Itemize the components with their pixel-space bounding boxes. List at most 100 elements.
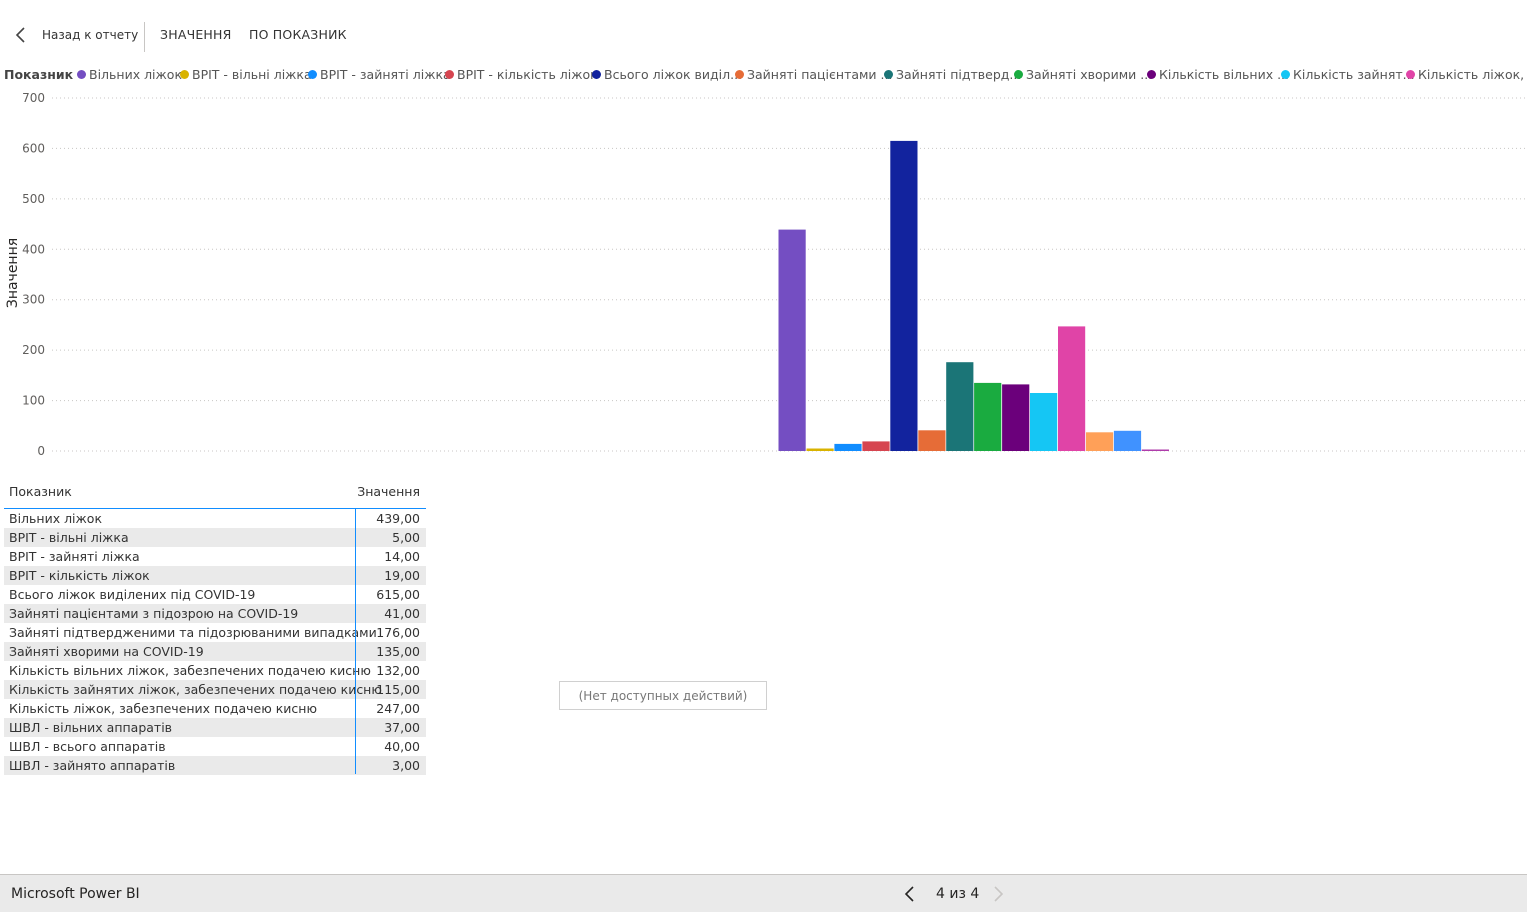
y-tick-label: 100: [22, 394, 45, 408]
back-to-report-label: Назад к отчету: [42, 28, 139, 42]
y-tick-label: 600: [22, 141, 45, 155]
column-separator: [355, 508, 356, 774]
chart-bar[interactable]: [862, 441, 890, 451]
y-tick-label: 300: [22, 293, 45, 307]
chart-bar[interactable]: [1058, 326, 1086, 451]
legend-label: ВРІТ - зайняті ліжка: [320, 67, 451, 82]
legend-dot: [180, 70, 189, 79]
table-row: ВРІТ - кількість ліжок 19,00: [4, 566, 426, 585]
chart-bar[interactable]: [806, 448, 834, 452]
chart-bar[interactable]: [946, 362, 974, 451]
cell-value: 14,00: [384, 549, 420, 564]
cell-value: 439,00: [376, 511, 420, 526]
cell-indicator: ШВЛ - вільних аппаратів: [9, 720, 173, 735]
chart-legend: Показник Вільних ліжок ВРІТ - вільні ліж…: [4, 67, 1527, 83]
cell-indicator: Всього ліжок виділених під COVID-19: [9, 587, 256, 602]
legend-label: ВРІТ - кількість ліжок: [457, 67, 598, 82]
cell-value: 115,00: [376, 682, 420, 697]
cell-indicator: Зайняті хворими на COVID-19: [9, 644, 204, 659]
legend-dot: [735, 70, 744, 79]
legend-dot: [1147, 70, 1156, 79]
no-actions-tooltip: (Нет доступных действий): [559, 681, 767, 710]
cell-value: 135,00: [376, 644, 420, 659]
chart-bars: [778, 140, 1169, 452]
brand-label: Microsoft Power BI: [11, 886, 140, 902]
legend-item[interactable]: ВРІТ - кількість ліжок: [445, 67, 598, 82]
chart-bar[interactable]: [890, 140, 918, 451]
chart-bar[interactable]: [1002, 384, 1030, 451]
y-tick-label: 200: [22, 343, 45, 357]
legend-label: Зайняті підтверд...: [896, 67, 1022, 82]
legend-item[interactable]: Кількість зайнят...: [1281, 67, 1415, 82]
chart-bar[interactable]: [1030, 393, 1058, 451]
cell-value: 19,00: [384, 568, 420, 583]
chart-bar[interactable]: [918, 430, 946, 451]
legend-label: Всього ліжок виділ...: [604, 67, 743, 82]
chart-bar[interactable]: [1141, 449, 1169, 452]
cell-value: 176,00: [376, 625, 420, 640]
legend-item[interactable]: ВРІТ - вільні ліжка: [180, 67, 312, 82]
legend-label: Вільних ліжок: [89, 67, 182, 82]
legend-item[interactable]: Вільних ліжок: [77, 67, 182, 82]
legend-item[interactable]: Кількість ліжок, ...: [1406, 67, 1527, 82]
table-row: ШВЛ - зайнято аппаратів 3,00: [4, 756, 426, 775]
cell-value: 132,00: [376, 663, 420, 678]
table-row: Всього ліжок виділених під COVID-19 615,0…: [4, 585, 426, 604]
chart-bar[interactable]: [1086, 432, 1114, 451]
legend-label: Зайняті пацієнтами ...: [747, 67, 893, 82]
legend-label: Кількість вільних ...: [1159, 67, 1290, 82]
table-header: Показник Значення: [4, 481, 426, 509]
cell-indicator: ВРІТ - вільні ліжка: [9, 530, 129, 545]
legend-item[interactable]: Зайняті пацієнтами ...: [735, 67, 892, 82]
table-row: Зайняті пацієнтами з підозрою на COVID-1…: [4, 604, 426, 623]
legend-item[interactable]: Зайняті підтверд...: [884, 67, 1021, 82]
legend-label: Кількість зайнят...: [1293, 67, 1415, 82]
y-tick-label: 400: [22, 242, 45, 256]
legend-item[interactable]: ВРІТ - зайняті ліжка: [308, 67, 451, 82]
legend-dot: [884, 70, 893, 79]
legend-label: ВРІТ - вільні ліжка: [192, 67, 312, 82]
legend-item[interactable]: Зайняті хворими ...: [1014, 67, 1152, 82]
column-chart: 0 100 200 300 400 500 600 700 Значення: [5, 91, 1527, 458]
table-row: Кількість зайнятих ліжок, забезпечених п…: [4, 680, 426, 699]
cell-indicator: Кількість вільних ліжок, забезпечених по…: [9, 663, 371, 678]
cell-value: 3,00: [392, 758, 420, 773]
cell-value: 615,00: [376, 587, 420, 602]
chevron-left-icon: [15, 27, 25, 43]
cell-indicator: Кількість ліжок, забезпечених подачею ки…: [9, 701, 317, 716]
back-to-report-button[interactable]: Назад к отчету: [14, 24, 138, 46]
table-row: Вільних ліжок 439,00: [4, 509, 426, 528]
y-axis-ticks: 0 100 200 300 400 500 600 700: [22, 91, 45, 458]
cell-indicator: Кількість зайнятих ліжок, забезпечених п…: [9, 682, 382, 697]
header-value[interactable]: Значення: [357, 484, 420, 499]
legend-title: Показник: [4, 67, 74, 82]
table-row: ВРІТ - вільні ліжка 5,00: [4, 528, 426, 547]
chart-bar[interactable]: [834, 443, 862, 451]
cell-indicator: ВРІТ - кількість ліжок: [9, 568, 150, 583]
table-row: ШВЛ - всього аппаратів 40,00: [4, 737, 426, 756]
cell-value: 41,00: [384, 606, 420, 621]
legend-dot: [1014, 70, 1023, 79]
legend-dot: [592, 70, 601, 79]
legend-item[interactable]: Всього ліжок виділ...: [592, 67, 742, 82]
cell-value: 5,00: [392, 530, 420, 545]
chevron-left-icon[interactable]: [902, 886, 918, 902]
tab-values[interactable]: ЗНАЧЕННЯ: [160, 27, 232, 42]
table-row: ШВЛ - вільних аппаратів 37,00: [4, 718, 426, 737]
table-row: Кількість вільних ліжок, забезпечених по…: [4, 661, 426, 680]
tab-by-indicator[interactable]: ПО ПОКАЗНИК: [249, 27, 347, 42]
legend-dot: [445, 70, 454, 79]
cell-indicator: ВРІТ - зайняті ліжка: [9, 549, 140, 564]
chart-bar[interactable]: [974, 382, 1002, 451]
header-indicator[interactable]: Показник: [9, 484, 72, 499]
cell-indicator: ШВЛ - зайнято аппаратів: [9, 758, 176, 773]
chart-bar[interactable]: [1113, 430, 1142, 451]
chevron-right-icon[interactable]: [990, 886, 1006, 902]
legend-item[interactable]: Кількість вільних ...: [1147, 67, 1289, 82]
legend-label: Зайняті хворими ...: [1026, 67, 1153, 82]
chart-bar[interactable]: [778, 229, 806, 451]
top-nav-bar: Назад к отчету ЗНАЧЕННЯ ПО ПОКАЗНИК: [0, 0, 1527, 70]
table-row: ВРІТ - зайняті ліжка 14,00: [4, 547, 426, 566]
legend-dot: [1281, 70, 1290, 79]
cell-indicator: ШВЛ - всього аппаратів: [9, 739, 166, 754]
